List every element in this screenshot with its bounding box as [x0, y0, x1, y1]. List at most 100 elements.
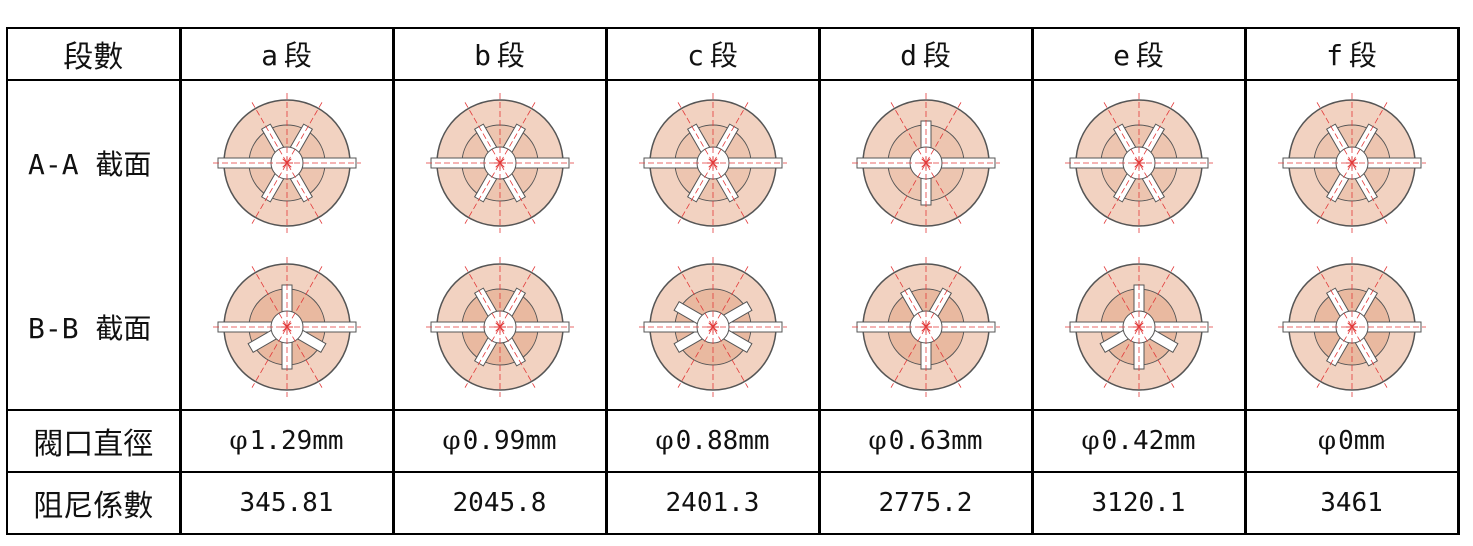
cross-section-b-stage-c [638, 257, 787, 397]
stage-letter: d [900, 39, 917, 72]
damping-value: 3120.1 [1030, 471, 1247, 535]
centerline [1316, 266, 1387, 388]
section-a-cell [604, 79, 821, 245]
cross-section-a-stage-a [212, 93, 361, 233]
damping-value: 2401.3 [604, 471, 821, 535]
section-b-cell [178, 245, 395, 411]
valve-diameter-cell: φ0.99mm [391, 409, 608, 473]
valve-diameter-cell: φ0.63mm [817, 409, 1034, 473]
centerline [890, 102, 961, 224]
section-a-cell [1243, 79, 1460, 245]
center-mark [920, 322, 931, 332]
stage-suffix: 段 [1348, 39, 1377, 72]
center-mark [707, 322, 718, 332]
centerline [890, 266, 961, 388]
valve-diameter-row: 閥口直徑 φ1.29mm φ0.99mm φ0.88mm φ0.63mm φ0.… [6, 409, 1460, 473]
centerline [1103, 102, 1174, 224]
cross-section-a-stage-e [1064, 93, 1213, 233]
centerline [1316, 266, 1387, 388]
cross-section-a-stage-c [638, 93, 787, 233]
center-mark [1133, 158, 1144, 168]
stage-suffix: 段 [283, 39, 312, 72]
phi-symbol: φ [868, 426, 887, 456]
centerline [677, 102, 748, 224]
phi-symbol: φ [1081, 426, 1100, 456]
cross-section-b-stage-a [212, 257, 361, 397]
center-mark [920, 158, 931, 168]
phi-symbol: φ [229, 426, 248, 456]
centerline [464, 102, 535, 224]
center-mark [281, 158, 292, 168]
valve-diameter-cell: φ0.42mm [1030, 409, 1247, 473]
valve-diameter-value: 1.29mm [249, 426, 344, 456]
section-a-label: A-A 截面 [6, 79, 181, 245]
valve-diameter-cell: φ1.29mm [178, 409, 395, 473]
valve-diameter-cell: φ0.88mm [604, 409, 821, 473]
centerline [464, 266, 535, 388]
stage-suffix: 段 [709, 39, 738, 72]
centerline [464, 102, 535, 224]
centerline [677, 266, 748, 388]
cross-section-b-stage-d [851, 257, 1000, 397]
valve-diameter-value: 0.88mm [675, 426, 770, 456]
stage-letter: a [261, 39, 278, 72]
stage-suffix: 段 [496, 39, 525, 72]
cross-section-b-stage-e [1064, 257, 1213, 397]
phi-symbol: φ [442, 426, 461, 456]
centerline [464, 266, 535, 388]
stage-letter: c [687, 39, 704, 72]
cross-section-a-stage-b [425, 93, 574, 233]
centerline [1103, 266, 1174, 388]
centerline [251, 266, 322, 388]
centerline [251, 266, 322, 388]
valve-diameter-value: 0.63mm [888, 426, 983, 456]
section-b-cell [817, 245, 1034, 411]
damping-label: 阻尼係數 [6, 471, 181, 535]
centerline [1103, 102, 1174, 224]
center-mark [707, 158, 718, 168]
valve-diameter-label: 閥口直徑 [6, 409, 181, 473]
stage-letter: e [1113, 39, 1130, 72]
center-mark [494, 158, 505, 168]
damping-value: 345.81 [178, 471, 395, 535]
section-b-cell [391, 245, 608, 411]
damping-value: 2045.8 [391, 471, 608, 535]
damping-row: 阻尼係數 345.81 2045.8 2401.3 2775.2 3120.1 … [6, 471, 1460, 535]
centerline [1316, 102, 1387, 224]
stage-suffix: 段 [1135, 39, 1164, 72]
damping-value: 3461 [1243, 471, 1460, 535]
valve-diameter-value: 0.42mm [1101, 426, 1196, 456]
center-mark [1346, 322, 1357, 332]
center-mark [1346, 158, 1357, 168]
centerline [1103, 266, 1174, 388]
section-b-cell [1030, 245, 1247, 411]
section-a-cell [178, 79, 395, 245]
phi-symbol: φ [655, 426, 674, 456]
section-a-row: A-A 截面 [6, 79, 1460, 245]
stage-letter: f [1326, 39, 1343, 72]
section-a-cell [1030, 79, 1247, 245]
centerline [677, 102, 748, 224]
center-mark [281, 322, 292, 332]
centerline [251, 102, 322, 224]
cross-section-b-stage-b [425, 257, 574, 397]
centerline [251, 102, 322, 224]
center-mark [1133, 322, 1144, 332]
centerline [890, 266, 961, 388]
centerline [890, 102, 961, 224]
valve-diameter-value: 0.99mm [462, 426, 557, 456]
cross-section-b-stage-f [1277, 257, 1426, 397]
cross-section-a-stage-f [1277, 93, 1426, 233]
centerline [1316, 102, 1387, 224]
section-a-cell [817, 79, 1034, 245]
section-b-label: B-B 截面 [6, 245, 181, 411]
centerline [677, 266, 748, 388]
valve-diameter-value: 0mm [1338, 426, 1386, 456]
stage-letter: b [474, 39, 491, 72]
